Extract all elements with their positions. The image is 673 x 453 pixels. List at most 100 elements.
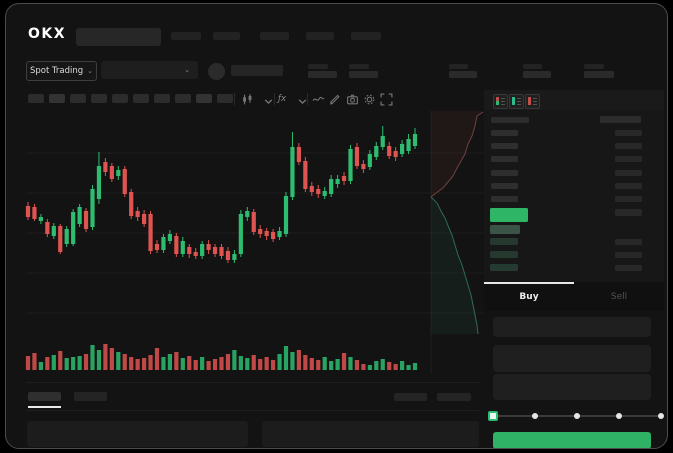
interval-button-placeholder[interactable] (70, 94, 86, 103)
bid-row[interactable] (615, 239, 642, 245)
candlestick-interval-icon[interactable] (241, 93, 254, 106)
chevron-down-icon[interactable] (296, 95, 309, 108)
interval-button-placeholder[interactable] (196, 94, 212, 103)
fullscreen-icon[interactable] (380, 93, 393, 106)
interval-button-placeholder[interactable] (49, 94, 65, 103)
bottom-action-placeholder[interactable] (437, 393, 471, 401)
nav-item-placeholder[interactable] (260, 32, 289, 40)
bottom-tab-placeholder[interactable] (28, 392, 61, 401)
bid-row[interactable] (490, 225, 520, 234)
divider (274, 93, 275, 105)
book-asks-icon[interactable] (525, 94, 540, 109)
trade-sidebar: Buy Sell (484, 88, 664, 448)
divider (26, 382, 479, 383)
okx-logo: OKX (28, 26, 67, 42)
ask-row[interactable] (491, 156, 518, 162)
last-price-side[interactable] (615, 209, 642, 216)
stat-label-placeholder (449, 64, 468, 69)
total-input[interactable] (493, 374, 651, 400)
book-combined-icon[interactable] (493, 94, 508, 109)
amount-input[interactable] (493, 345, 651, 372)
slider-stop[interactable] (574, 413, 580, 419)
order-form (484, 311, 664, 448)
orderbook-toolbar (484, 90, 664, 110)
amount-slider[interactable] (484, 406, 664, 426)
market-type-selector[interactable]: Spot Trading ⌄ (26, 61, 97, 81)
price-input[interactable] (493, 317, 651, 337)
stat-value-placeholder (349, 71, 378, 78)
bid-row[interactable] (490, 264, 518, 271)
stat-label-placeholder (523, 64, 542, 69)
ask-row[interactable] (615, 143, 642, 149)
orders-table-right (262, 421, 479, 447)
bid-row[interactable] (490, 238, 518, 245)
ask-row[interactable] (615, 170, 642, 176)
draw-pencil-icon[interactable] (328, 92, 341, 105)
nav-item-placeholder[interactable] (213, 32, 240, 40)
ask-row[interactable] (491, 143, 518, 149)
ask-row[interactable] (491, 196, 518, 202)
line-wave-icon[interactable] (312, 93, 325, 106)
nav-item-placeholder[interactable] (306, 32, 334, 40)
trade-tabs: Buy Sell (484, 282, 664, 311)
stat-value-placeholder (523, 71, 551, 78)
chevron-down-icon[interactable] (262, 95, 275, 108)
ask-row[interactable] (491, 183, 518, 189)
ask-row[interactable] (615, 183, 642, 189)
orderbook-header-placeholder[interactable] (600, 116, 641, 123)
pair-dropdown[interactable]: ⌄ (101, 61, 198, 79)
stat-value-placeholder (308, 71, 337, 78)
active-tab-underline (28, 406, 61, 408)
divider (26, 410, 479, 411)
interval-button-placeholder[interactable] (154, 94, 170, 103)
last-price-bar[interactable] (490, 208, 528, 222)
indicators-fx-icon[interactable]: ƒx (278, 94, 287, 104)
orderbook-header-placeholder[interactable] (491, 117, 529, 123)
divider (307, 93, 308, 105)
nav-item-placeholder[interactable] (351, 32, 381, 40)
active-tab-indicator (484, 282, 574, 284)
slider-handle[interactable] (488, 411, 498, 421)
stat-label-placeholder (308, 64, 328, 69)
orderbook (484, 110, 664, 282)
interval-button-placeholder[interactable] (28, 94, 44, 103)
candlestick-chart (25, 111, 484, 374)
ask-row[interactable] (615, 130, 642, 136)
pair-avatar[interactable] (208, 63, 225, 80)
ask-row[interactable] (615, 196, 642, 202)
chevron-down-icon: ⌄ (184, 65, 190, 74)
stat-label-placeholder (584, 64, 604, 69)
ask-row[interactable] (615, 156, 642, 162)
buy-button[interactable] (493, 432, 651, 448)
tab-sell[interactable]: Sell (610, 291, 628, 302)
bid-row[interactable] (490, 251, 518, 258)
stat-label-placeholder (349, 64, 369, 69)
ask-row[interactable] (491, 130, 518, 136)
ask-row[interactable] (491, 170, 518, 176)
interval-button-placeholder[interactable] (217, 94, 233, 103)
interval-button-placeholder[interactable] (112, 94, 128, 103)
settings-gear-icon[interactable] (363, 93, 376, 106)
slider-stop[interactable] (658, 413, 664, 419)
interval-button-placeholder[interactable] (133, 94, 149, 103)
orders-table-left (27, 421, 248, 447)
search-input[interactable] (76, 28, 161, 46)
pair-name-placeholder (231, 65, 283, 76)
nav-item-placeholder[interactable] (171, 32, 201, 40)
app-window: OKX Spot Trading ⌄ ⌄ ƒx (5, 3, 668, 449)
chevron-down-icon: ⌄ (87, 66, 94, 75)
bottom-action-placeholder[interactable] (394, 393, 427, 401)
stat-value-placeholder (584, 71, 614, 78)
interval-button-placeholder[interactable] (175, 94, 191, 103)
market-type-label: Spot Trading (29, 66, 84, 76)
tab-buy[interactable]: Buy (519, 291, 539, 302)
slider-stop[interactable] (616, 413, 622, 419)
stat-value-placeholder (449, 71, 477, 78)
book-bids-icon[interactable] (509, 94, 524, 109)
bid-row[interactable] (615, 265, 642, 271)
camera-icon[interactable] (346, 93, 359, 106)
bottom-tab-placeholder[interactable] (74, 392, 107, 401)
bid-row[interactable] (615, 252, 642, 258)
slider-stop[interactable] (532, 413, 538, 419)
interval-button-placeholder[interactable] (91, 94, 107, 103)
